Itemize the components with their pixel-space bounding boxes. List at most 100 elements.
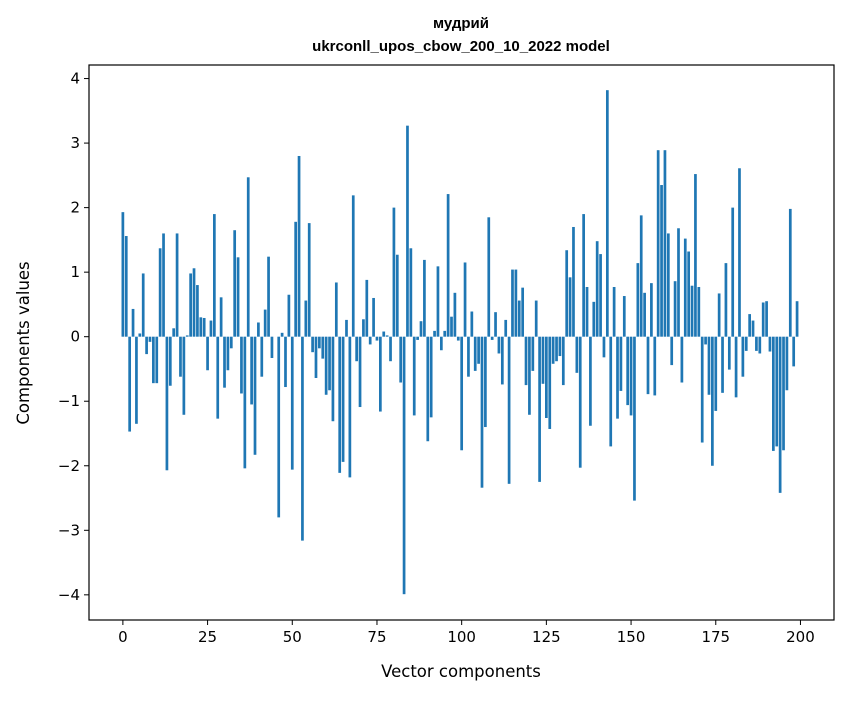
bar	[640, 215, 643, 336]
bar	[298, 156, 301, 337]
bar	[681, 337, 684, 383]
bar	[257, 322, 260, 336]
y-tick-label: −2	[58, 457, 80, 475]
bar	[186, 335, 189, 336]
bar	[511, 270, 514, 337]
bar	[704, 337, 707, 345]
bar	[382, 332, 385, 337]
bar	[579, 337, 582, 468]
bar	[711, 337, 714, 466]
bar	[230, 337, 233, 349]
bar	[498, 337, 501, 354]
bar	[464, 262, 467, 336]
bar	[196, 285, 199, 337]
bar	[542, 337, 545, 384]
bar	[399, 337, 402, 383]
bar	[386, 335, 389, 336]
bar	[437, 266, 440, 336]
bar	[633, 337, 636, 501]
chart-subtitle: ukrconll_upos_cbow_200_10_2022 model	[312, 38, 610, 55]
bar	[423, 260, 426, 337]
bar	[687, 252, 690, 337]
bar	[440, 337, 443, 351]
bar	[243, 337, 246, 469]
bar	[125, 236, 128, 337]
bar	[718, 293, 721, 336]
bar	[555, 337, 558, 362]
bar	[552, 337, 555, 364]
bar	[457, 337, 460, 341]
bar	[576, 337, 579, 373]
bar	[430, 337, 433, 418]
bar	[484, 337, 487, 427]
bar	[220, 297, 223, 336]
bar	[403, 337, 406, 594]
bar	[599, 254, 602, 337]
bar	[376, 337, 379, 341]
bar	[531, 337, 534, 371]
bar	[365, 280, 368, 337]
bar	[572, 227, 575, 337]
bar	[623, 296, 626, 337]
y-tick-label: 2	[70, 199, 80, 217]
bar	[525, 337, 528, 385]
bar	[538, 337, 541, 482]
bar	[569, 277, 572, 336]
bar	[410, 248, 413, 336]
bar	[725, 263, 728, 337]
bar	[311, 337, 314, 352]
bar	[782, 337, 785, 451]
bar	[474, 337, 477, 371]
bar	[291, 337, 294, 470]
bar	[210, 321, 213, 337]
bar	[796, 301, 799, 336]
bar	[260, 337, 263, 377]
bar	[122, 212, 125, 337]
bar	[684, 239, 687, 337]
bar	[149, 337, 152, 342]
bar	[176, 233, 179, 336]
bar	[694, 174, 697, 337]
bar	[393, 208, 396, 337]
bar	[247, 177, 250, 336]
bar	[335, 282, 338, 336]
bar	[318, 337, 321, 349]
bar	[342, 337, 345, 462]
bar	[660, 185, 663, 337]
y-tick-label: −1	[58, 392, 80, 410]
bar	[413, 337, 416, 416]
bar	[277, 337, 280, 518]
bar	[128, 337, 131, 432]
bar	[691, 286, 694, 337]
y-tick-label: 1	[70, 263, 80, 281]
bar	[135, 337, 138, 424]
bar	[213, 214, 216, 337]
bar	[762, 302, 765, 336]
bar	[765, 301, 768, 336]
bar	[616, 337, 619, 419]
bar	[267, 257, 270, 337]
bar	[264, 310, 267, 337]
x-tick-label: 75	[367, 628, 386, 646]
bar	[545, 337, 548, 418]
bar	[559, 337, 562, 356]
bar	[152, 337, 155, 383]
bar	[630, 337, 633, 416]
bar	[359, 337, 362, 407]
bar	[315, 337, 318, 378]
bar	[548, 337, 551, 429]
bar	[420, 321, 423, 336]
bar	[596, 241, 599, 337]
bar	[735, 337, 738, 398]
bar	[745, 337, 748, 351]
bar	[338, 337, 341, 473]
bar	[301, 337, 304, 541]
bar	[504, 320, 507, 337]
bar	[372, 298, 375, 337]
bar	[284, 337, 287, 387]
bar	[294, 222, 297, 337]
bar	[159, 248, 162, 336]
bar	[193, 268, 196, 336]
